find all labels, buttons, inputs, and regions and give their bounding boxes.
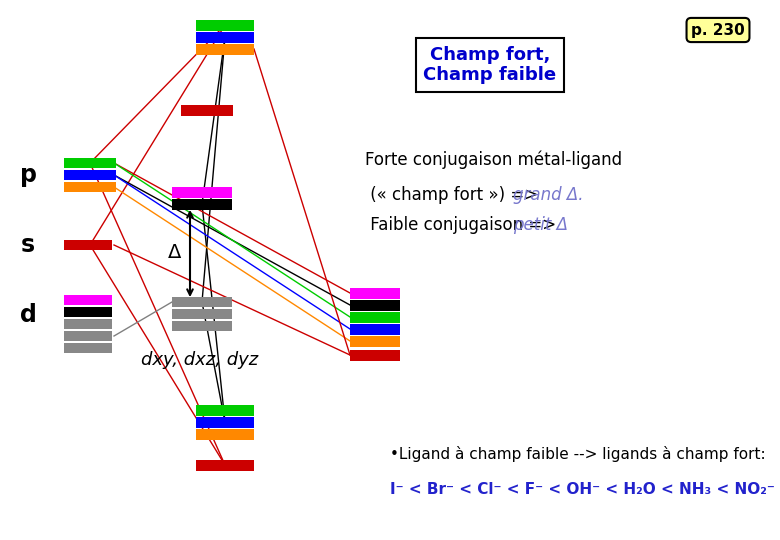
Text: dxy, dxz, dyz: dxy, dxz, dyz (141, 351, 259, 369)
Bar (172, 321, 232, 331)
Bar (196, 31, 254, 43)
Bar (64, 331, 112, 341)
Bar (172, 309, 232, 319)
Bar (196, 460, 254, 470)
Text: •Ligand à champ faible --> ligands à champ fort:: •Ligand à champ faible --> ligands à cha… (390, 446, 766, 462)
Text: Faible conjugaison =>: Faible conjugaison => (365, 216, 562, 234)
Bar (350, 287, 400, 299)
Bar (172, 186, 232, 198)
Bar (196, 44, 254, 55)
Bar (196, 416, 254, 428)
Bar (64, 319, 112, 329)
Text: p: p (20, 163, 37, 187)
Bar (64, 182, 116, 192)
Bar (172, 199, 232, 210)
Bar (350, 335, 400, 347)
Bar (196, 19, 254, 30)
Text: Δ: Δ (168, 244, 182, 262)
Text: s: s (21, 233, 35, 257)
Bar (350, 323, 400, 334)
Text: grand Δ.: grand Δ. (513, 186, 583, 204)
Text: I⁻ < Br⁻ < Cl⁻ < F⁻ < OH⁻ < H₂O < NH₃ < NO₂⁻ < CN⁻ < CO: I⁻ < Br⁻ < Cl⁻ < F⁻ < OH⁻ < H₂O < NH₃ < … (390, 483, 780, 497)
Bar (64, 307, 112, 317)
Text: (« champ fort ») =>: (« champ fort ») => (365, 186, 544, 204)
Text: d: d (20, 303, 37, 327)
Bar (350, 349, 400, 361)
Text: p. 230: p. 230 (691, 23, 745, 37)
Text: Champ fort,
Champ faible: Champ fort, Champ faible (424, 45, 557, 84)
Bar (64, 158, 116, 168)
Bar (64, 240, 112, 250)
Text: petit Δ: petit Δ (513, 216, 568, 234)
Bar (196, 404, 254, 415)
Bar (350, 312, 400, 322)
Bar (64, 295, 112, 305)
Bar (196, 429, 254, 440)
Bar (64, 170, 116, 180)
Bar (181, 105, 233, 116)
Bar (172, 297, 232, 307)
Text: Forte conjugaison métal-ligand: Forte conjugaison métal-ligand (365, 151, 622, 169)
Bar (64, 343, 112, 353)
Bar (350, 300, 400, 310)
